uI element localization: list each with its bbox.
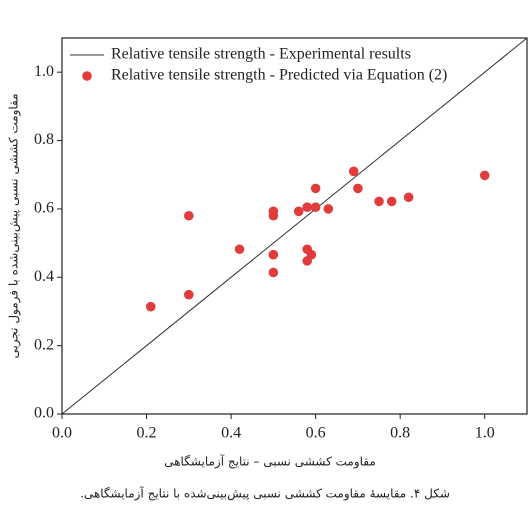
data-point [310,202,321,212]
data-point [145,301,156,312]
plot-frame [61,37,528,415]
x-tick-label: 0.0 [52,425,72,442]
y-tick-label: 1.0 [34,63,54,80]
data-point [268,210,279,221]
data-point [348,166,359,177]
x-axis-label: مقاومت کششی نسبی – نتایج آزمایشگاهی [164,454,376,470]
data-point [268,267,279,278]
data-point [184,210,194,221]
y-tick-label: 0.0 [34,405,54,422]
x-tick-label: 0.4 [221,425,241,442]
legend-label: Relative tensile strength - Experimental… [111,46,411,63]
data-point [403,192,414,203]
y-tick-label: 0.4 [34,268,54,285]
y-tick-label: 0.8 [34,131,54,148]
data-point [310,183,321,194]
data-point [323,204,334,214]
y-tick-label: 0.2 [34,336,54,353]
data-point [306,249,317,260]
data-point [302,202,312,212]
y-axis-label: مقاومت کششی نسبی پیش‌بینی‌شده با فرمول ت… [7,93,22,358]
data-point [268,249,279,260]
data-point [353,183,363,194]
legend-swatch [82,71,92,81]
caption: شکل ۴. مقایسهٔ مقاومت کششی نسبی پیش‌بینی… [80,486,450,502]
x-tick-label: 0.2 [137,425,157,442]
data-point [293,206,304,217]
data-point [386,196,397,207]
legend-label: Relative tensile strength - Predicted vi… [111,67,447,84]
data-point [234,244,245,255]
reference-line [61,37,528,415]
x-tick-label: 1.0 [475,425,495,442]
x-tick-label: 0.8 [390,425,410,442]
x-tick-label: 0.6 [306,425,326,442]
data-point [374,196,384,207]
data-point [479,170,490,181]
data-point [184,289,194,300]
y-tick-label: 0.6 [34,200,54,217]
